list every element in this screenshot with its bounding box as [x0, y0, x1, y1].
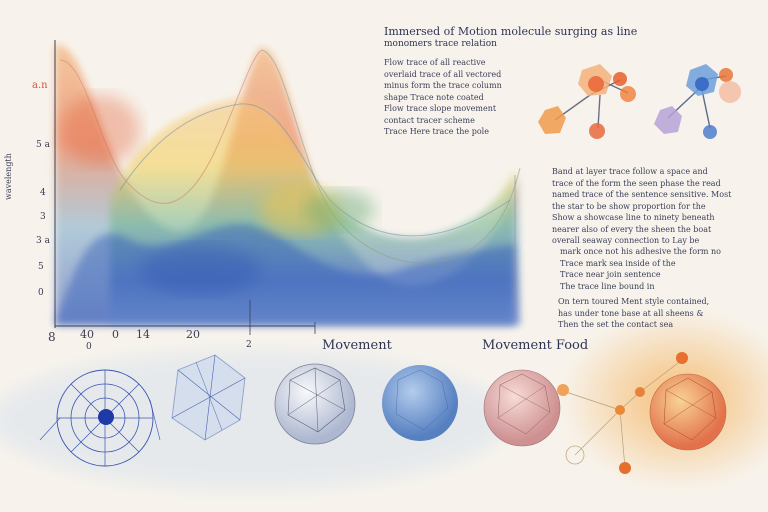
crystal-lattice-icon	[171, 354, 246, 441]
x-tick: 14	[136, 328, 150, 341]
page-subtitle: monomers trace relation	[384, 39, 497, 49]
wave-chart	[55, 44, 521, 325]
chart-axes	[54, 40, 516, 335]
y-axis-title: wavelength	[4, 153, 13, 200]
x-tick: 2	[246, 340, 252, 350]
right-section-label: Movement Food	[482, 338, 589, 353]
page-title: Immersed of Motion molecule surging as l…	[384, 25, 638, 38]
y-tick: 3 a	[36, 236, 50, 246]
y-tick: 5 a	[36, 140, 50, 150]
y-tick: 3	[40, 212, 46, 222]
x-tick: 20	[186, 328, 200, 341]
right-note-paragraph-2: mark once not his adhesive the form no T…	[560, 247, 721, 291]
upper-note: Flow trace of all reactive overlaid trac…	[384, 58, 502, 136]
molecule-orange-icon	[538, 64, 636, 139]
y-tick: 5	[38, 262, 44, 272]
molecule-blue-icon	[654, 64, 741, 139]
molecular-network-icon	[557, 352, 727, 474]
x-tick: 8	[48, 330, 56, 344]
blue-sphere-icon	[382, 365, 458, 441]
x-tick: 0	[86, 342, 92, 352]
corner-label: a.n	[32, 80, 48, 91]
spiderweb-structure-icon	[39, 369, 161, 467]
geodesic-sphere-icon	[274, 363, 356, 445]
right-note-paragraph-3: On tern toured Ment style contained, has…	[558, 297, 710, 329]
center-section-label: Movement	[322, 338, 392, 353]
right-note-paragraph-1: Band at layer trace follow a space and t…	[552, 167, 732, 245]
x-tick: 0	[112, 328, 119, 341]
y-tick: 0	[38, 288, 44, 298]
y-tick: 4	[40, 188, 46, 198]
pink-sphere-icon	[483, 369, 561, 447]
x-tick: 40	[80, 328, 94, 341]
